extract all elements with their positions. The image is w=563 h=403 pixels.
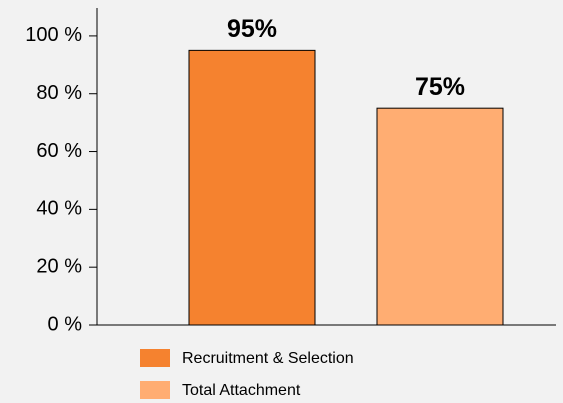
- legend-swatch: [140, 349, 170, 367]
- data-label: 75%: [415, 73, 465, 101]
- y-tick-label: 80 %: [36, 82, 82, 104]
- bar: [376, 107, 504, 326]
- legend-label: Recruitment & Selection: [182, 350, 354, 367]
- y-tick-label: 40 %: [36, 198, 82, 220]
- data-label: 95%: [227, 15, 277, 43]
- legend-swatch: [140, 381, 170, 399]
- bar: [188, 49, 316, 326]
- legend-label: Total Attachment: [182, 382, 301, 399]
- y-tick-label: 100 %: [25, 24, 82, 46]
- y-tick-label: 0 %: [48, 313, 83, 335]
- y-tick-label: 20 %: [36, 255, 82, 277]
- y-tick-label: 60 %: [36, 140, 82, 162]
